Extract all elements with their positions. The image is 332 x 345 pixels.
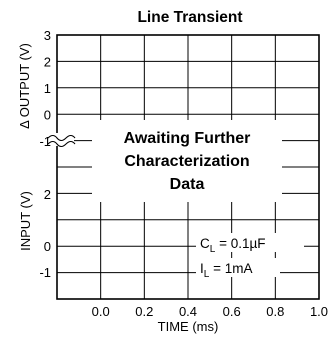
y-tick-label-input: -1 bbox=[39, 265, 51, 280]
annotation-il: IL = 1mA bbox=[196, 258, 280, 280]
annotation-il-symbol: I bbox=[200, 261, 204, 276]
x-tick-label: 0.4 bbox=[179, 304, 197, 319]
svg-text:CL = 0.1µF: CL = 0.1µF bbox=[200, 236, 266, 255]
x-tick-labels: 0.0 0.2 0.4 0.6 0.8 1.0 bbox=[92, 304, 328, 319]
y-tick-label-output: 3 bbox=[44, 28, 51, 43]
annotation-cl-value: = 0.1µF bbox=[215, 236, 265, 251]
x-tick-label: 0.8 bbox=[266, 304, 284, 319]
annotation-cl: CL = 0.1µF bbox=[196, 233, 304, 255]
annotation-il-subscript: L bbox=[204, 269, 210, 280]
y-tick-labels-input: 2 0 -1 bbox=[39, 187, 51, 280]
y-axis-label-input: INPUT (V) bbox=[18, 191, 33, 251]
y-tick-label-input: 2 bbox=[44, 187, 51, 202]
overlay-line-3: Data bbox=[170, 176, 205, 193]
x-tick-label: 0.6 bbox=[223, 304, 241, 319]
x-tick-label: 0.2 bbox=[135, 304, 153, 319]
y-tick-label-output: 2 bbox=[44, 55, 51, 70]
annotation-il-value: = 1mA bbox=[209, 261, 252, 276]
y-tick-label-output: 0 bbox=[44, 108, 51, 123]
y-axis-label-output: Δ OUTPUT (V) bbox=[17, 43, 32, 129]
x-tick-label: 1.0 bbox=[310, 304, 328, 319]
axis-break-mark bbox=[47, 133, 76, 148]
x-tick-label: 0.0 bbox=[92, 304, 110, 319]
y-tick-label-input: 0 bbox=[44, 239, 51, 254]
overlay-line-1: Awaiting Further bbox=[124, 130, 251, 147]
overlay-line-2: Characterization bbox=[124, 153, 249, 170]
chart-title: Line Transient bbox=[137, 9, 242, 26]
y-tick-label-output: 1 bbox=[44, 81, 51, 96]
overlay-background bbox=[92, 120, 282, 202]
plot-frame bbox=[56, 34, 320, 300]
x-axis-label: TIME (ms) bbox=[158, 319, 219, 334]
y-tick-labels-output: 3 2 1 0 -1 bbox=[39, 28, 51, 149]
annotation-cl-symbol: C bbox=[200, 236, 210, 251]
y-tick-label-output: -1 bbox=[39, 134, 51, 149]
svg-text:IL = 1mA: IL = 1mA bbox=[200, 261, 252, 280]
annotation-cl-subscript: L bbox=[210, 244, 216, 255]
overlay-message: Awaiting Further Characterization Data bbox=[124, 130, 251, 193]
